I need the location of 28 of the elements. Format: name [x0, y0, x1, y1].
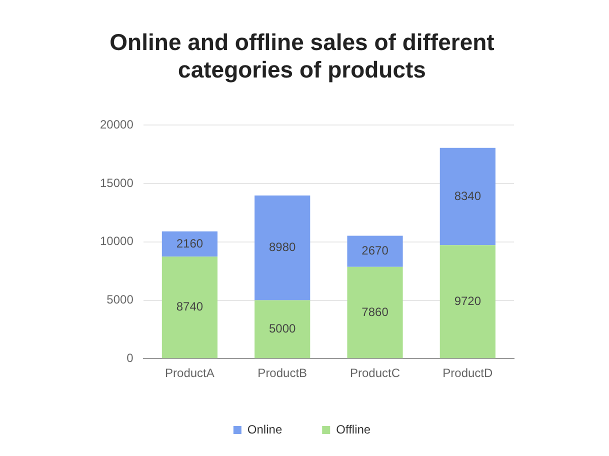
data-label: 5000: [269, 321, 296, 336]
x-tick-label: ProductD: [442, 366, 494, 380]
x-tick-label: ProductA: [165, 366, 214, 380]
data-label: 8740: [176, 300, 204, 314]
bar: [254, 195, 310, 300]
y-tick-label: 20000: [100, 118, 134, 132]
y-tick-label: 10000: [100, 234, 134, 248]
data-label: 8980: [269, 240, 296, 254]
legend-label: Online: [247, 422, 282, 436]
y-tick-label: 0: [126, 350, 134, 365]
data-label: 7860: [362, 304, 389, 319]
x-tick-label: ProductC: [350, 366, 400, 380]
y-tick-label: 15000: [100, 176, 134, 190]
bar: [254, 300, 310, 358]
bar: [162, 256, 218, 358]
data-label: 2670: [362, 244, 389, 258]
bar: [162, 231, 218, 257]
data-label: 2160: [176, 236, 204, 250]
chart-title: Online and offline sales of different categories of products: [110, 29, 495, 83]
legend-label: Offline: [336, 422, 371, 436]
bar: [347, 236, 403, 267]
y-tick-label: 5000: [106, 292, 134, 307]
x-tick-label: ProductB: [258, 366, 308, 380]
data-label: 9720: [454, 294, 482, 308]
bar: [440, 148, 496, 246]
bar: [347, 266, 403, 358]
bar: [440, 245, 496, 358]
data-label: 8340: [454, 188, 482, 203]
